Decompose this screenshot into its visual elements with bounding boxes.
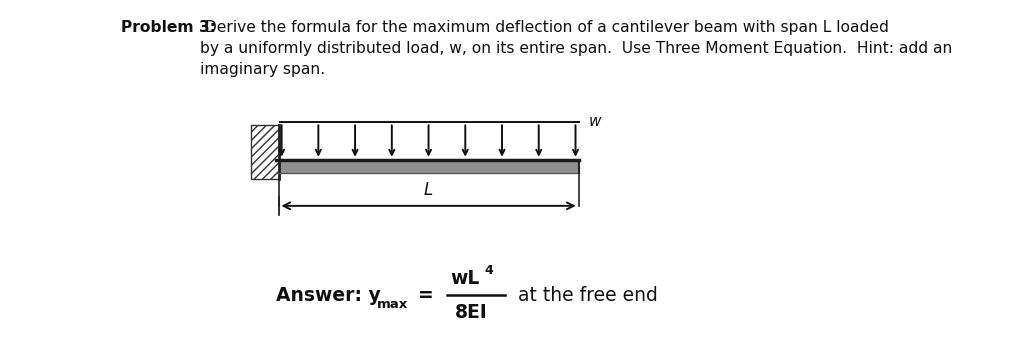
Text: L: L	[423, 181, 433, 199]
Bar	[276, 160, 579, 173]
Text: =: =	[418, 286, 433, 305]
Bar	[251, 125, 279, 179]
Text: Problem 3:: Problem 3:	[121, 20, 216, 35]
Text: Derive the formula for the maximum deflection of a cantilever beam with span L l: Derive the formula for the maximum defle…	[200, 20, 952, 77]
Text: w: w	[589, 114, 601, 129]
Text: at the free end: at the free end	[512, 286, 657, 305]
Text: max: max	[377, 298, 409, 311]
Text: 8EI: 8EI	[455, 303, 487, 322]
Text: wL: wL	[451, 268, 480, 288]
Text: Answer: y: Answer: y	[276, 286, 381, 305]
Text: 4: 4	[484, 264, 494, 277]
